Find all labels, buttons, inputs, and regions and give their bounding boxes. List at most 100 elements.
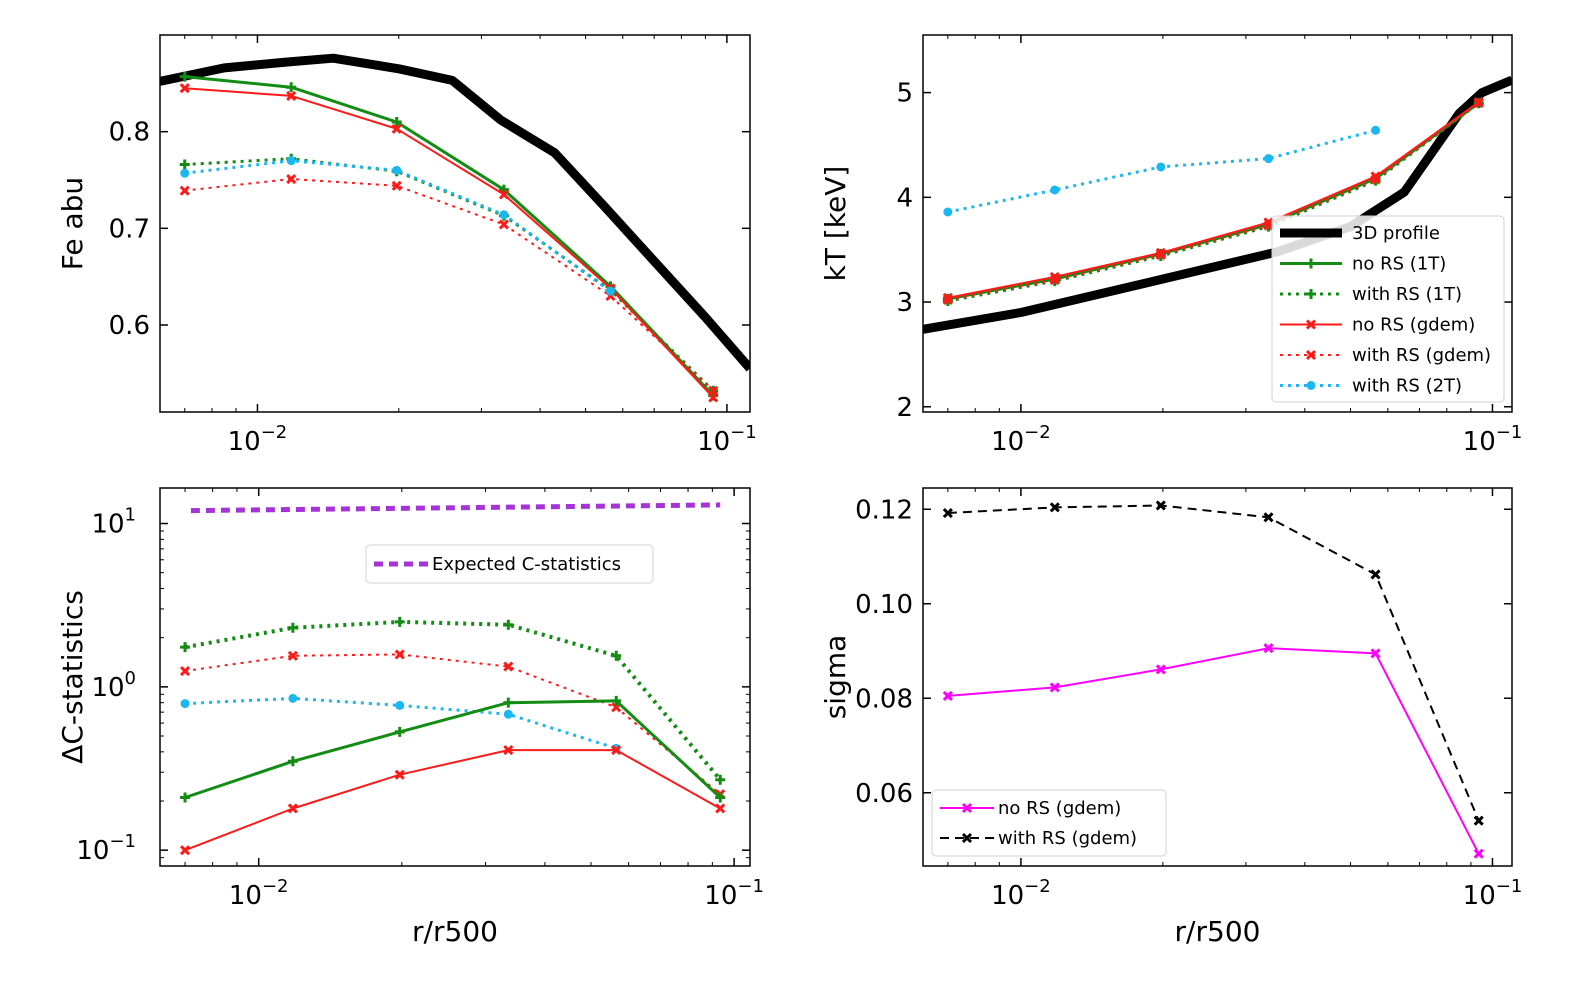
data-point [1370,569,1381,580]
legend-item-no-rs-gdem: no RS (gdem) [940,798,1121,819]
series-with-rs-2t [180,156,615,296]
data-point [288,693,298,703]
data-point [395,700,405,710]
data-point [611,745,622,756]
data-point [394,649,405,660]
x-tick-label: 10−2 [991,876,1051,911]
series-line-no-rs-gdem [947,647,1480,855]
data-point [503,745,514,756]
legend: 3D profile no RS (1T) with RS (1T) no RS (g… [1271,215,1505,403]
series-line-no-rs-gdem [184,749,721,852]
x-tick-label: 10−1 [1463,422,1523,457]
series-line-with-rs-2t [184,159,612,293]
plot-area [923,75,1512,334]
legend-marker-sample [1306,258,1316,269]
data-point [286,173,297,185]
legend-label: no RS (gdem) [998,798,1121,819]
axes-frame [159,34,751,413]
series-line-with-rs-gdem [947,504,1480,821]
fe-abundance-panel: 10−2 10−1 0.6 0.7 0.8 Fe abu [56,34,757,457]
series-with-rs-gdem [179,173,719,396]
data-point [1473,815,1484,826]
data-point [498,189,509,200]
data-point [394,616,405,627]
legend-marker-sample [1306,289,1316,299]
legend-item-with-rs-2t: with RS (2T) [1280,376,1462,397]
series-with-rs-gdem [942,500,1484,826]
series-line-no-rs-1t [184,75,715,397]
data-point [503,697,514,708]
series-line-with-rs-1t [184,157,715,392]
legend-box [931,789,1167,857]
series-no-rs-gdem [942,643,1484,859]
data-point [180,792,191,803]
data-point [715,803,726,814]
legend-marker-sample [1305,349,1317,361]
data-point [943,207,953,217]
series-with-rs-gdem [942,98,1484,306]
series-no-rs-gdem [179,745,726,856]
delta-c-statistics-panel: 10−2 10−1 10−1 100 101 r/r500 ΔC-statistics Exp… [56,487,764,948]
data-point [942,294,953,306]
data-point [391,117,402,127]
data-point [286,82,297,93]
x-tick-label: 10−2 [228,422,288,457]
x-tick-label: 10−1 [704,876,764,911]
data-point [179,845,191,856]
data-point [1370,648,1381,659]
series-line-with-rs-gdem [184,178,714,392]
legend-label: with RS (1T) [1352,284,1462,305]
data-point [708,385,719,396]
data-point [1370,174,1381,185]
data-point [391,123,402,134]
y-tick-label: 2 [896,393,913,423]
data-point [180,168,190,178]
y-tick-label: 0.7 [109,214,150,244]
legend-label: no RS (1T) [1352,254,1446,275]
x-minor-ticks [160,488,750,866]
y-tick-label: 0.06 [855,779,913,809]
legend-item-expected-c-statistics: Expected C-statistics [374,554,621,575]
data-point [180,642,191,653]
data-point [1263,217,1274,228]
data-point [611,695,622,706]
series-line-with-rs-gdem [947,102,1480,301]
y-tick-label: 3 [896,288,913,318]
y-axis-label: kT [keV] [819,166,852,282]
legend-item-with-rs-1t: with RS (1T) [1280,284,1462,305]
data-point [605,286,615,296]
legend-marker-sample [1306,381,1316,390]
data-point [287,622,298,633]
data-point [394,769,405,780]
data-point [179,83,190,94]
x-axis-label: r/r500 [412,915,498,948]
series-line-with-rs-gdem [184,653,721,795]
y-axis-label: ΔC-statistics [56,590,89,764]
legend-label: with RS (2T) [1352,376,1462,397]
series-line-with-rs-1t [947,101,1480,303]
axes-frame [922,487,1513,867]
data-point [942,507,953,519]
legend-item-no-rs-gdem: no RS (gdem) [1280,315,1475,336]
data-point [611,650,622,661]
legend-box [365,544,654,584]
x-axis-label: r/r500 [1175,915,1261,948]
data-point [287,803,298,814]
legend: no RS (gdem) with RS (gdem) [931,789,1167,857]
data-point [1050,185,1060,195]
series-line-with-rs-2t [185,696,617,750]
series-3d-profile [160,53,750,372]
data-point [179,185,190,196]
data-point [287,756,298,767]
legend-label: Expected C-statistics [432,554,621,575]
data-point [1263,643,1274,654]
y-axis-label: sigma [819,635,852,720]
data-point [503,619,514,630]
data-point [499,210,509,220]
data-point [394,726,405,737]
y-axis-label: Fe abu [56,177,89,270]
data-point [1264,154,1274,164]
data-point [180,699,190,709]
data-point [179,71,190,82]
data-point [1049,682,1060,693]
